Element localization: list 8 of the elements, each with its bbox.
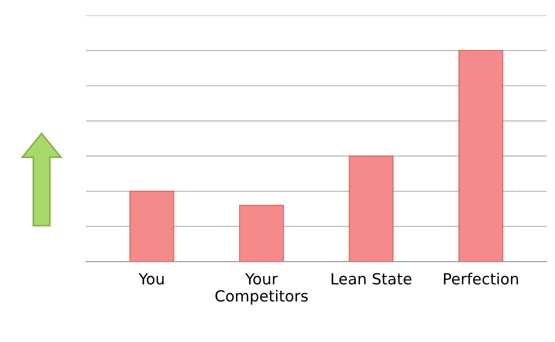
bar <box>129 190 174 262</box>
bar <box>458 50 504 262</box>
x-tick-label: Your Competitors <box>215 273 308 305</box>
x-tick-label: Lean State <box>332 273 412 285</box>
bar <box>348 156 394 262</box>
bar <box>239 204 284 262</box>
x-tick-label: Perfection <box>444 272 518 285</box>
x-tick-label: You <box>138 273 164 285</box>
